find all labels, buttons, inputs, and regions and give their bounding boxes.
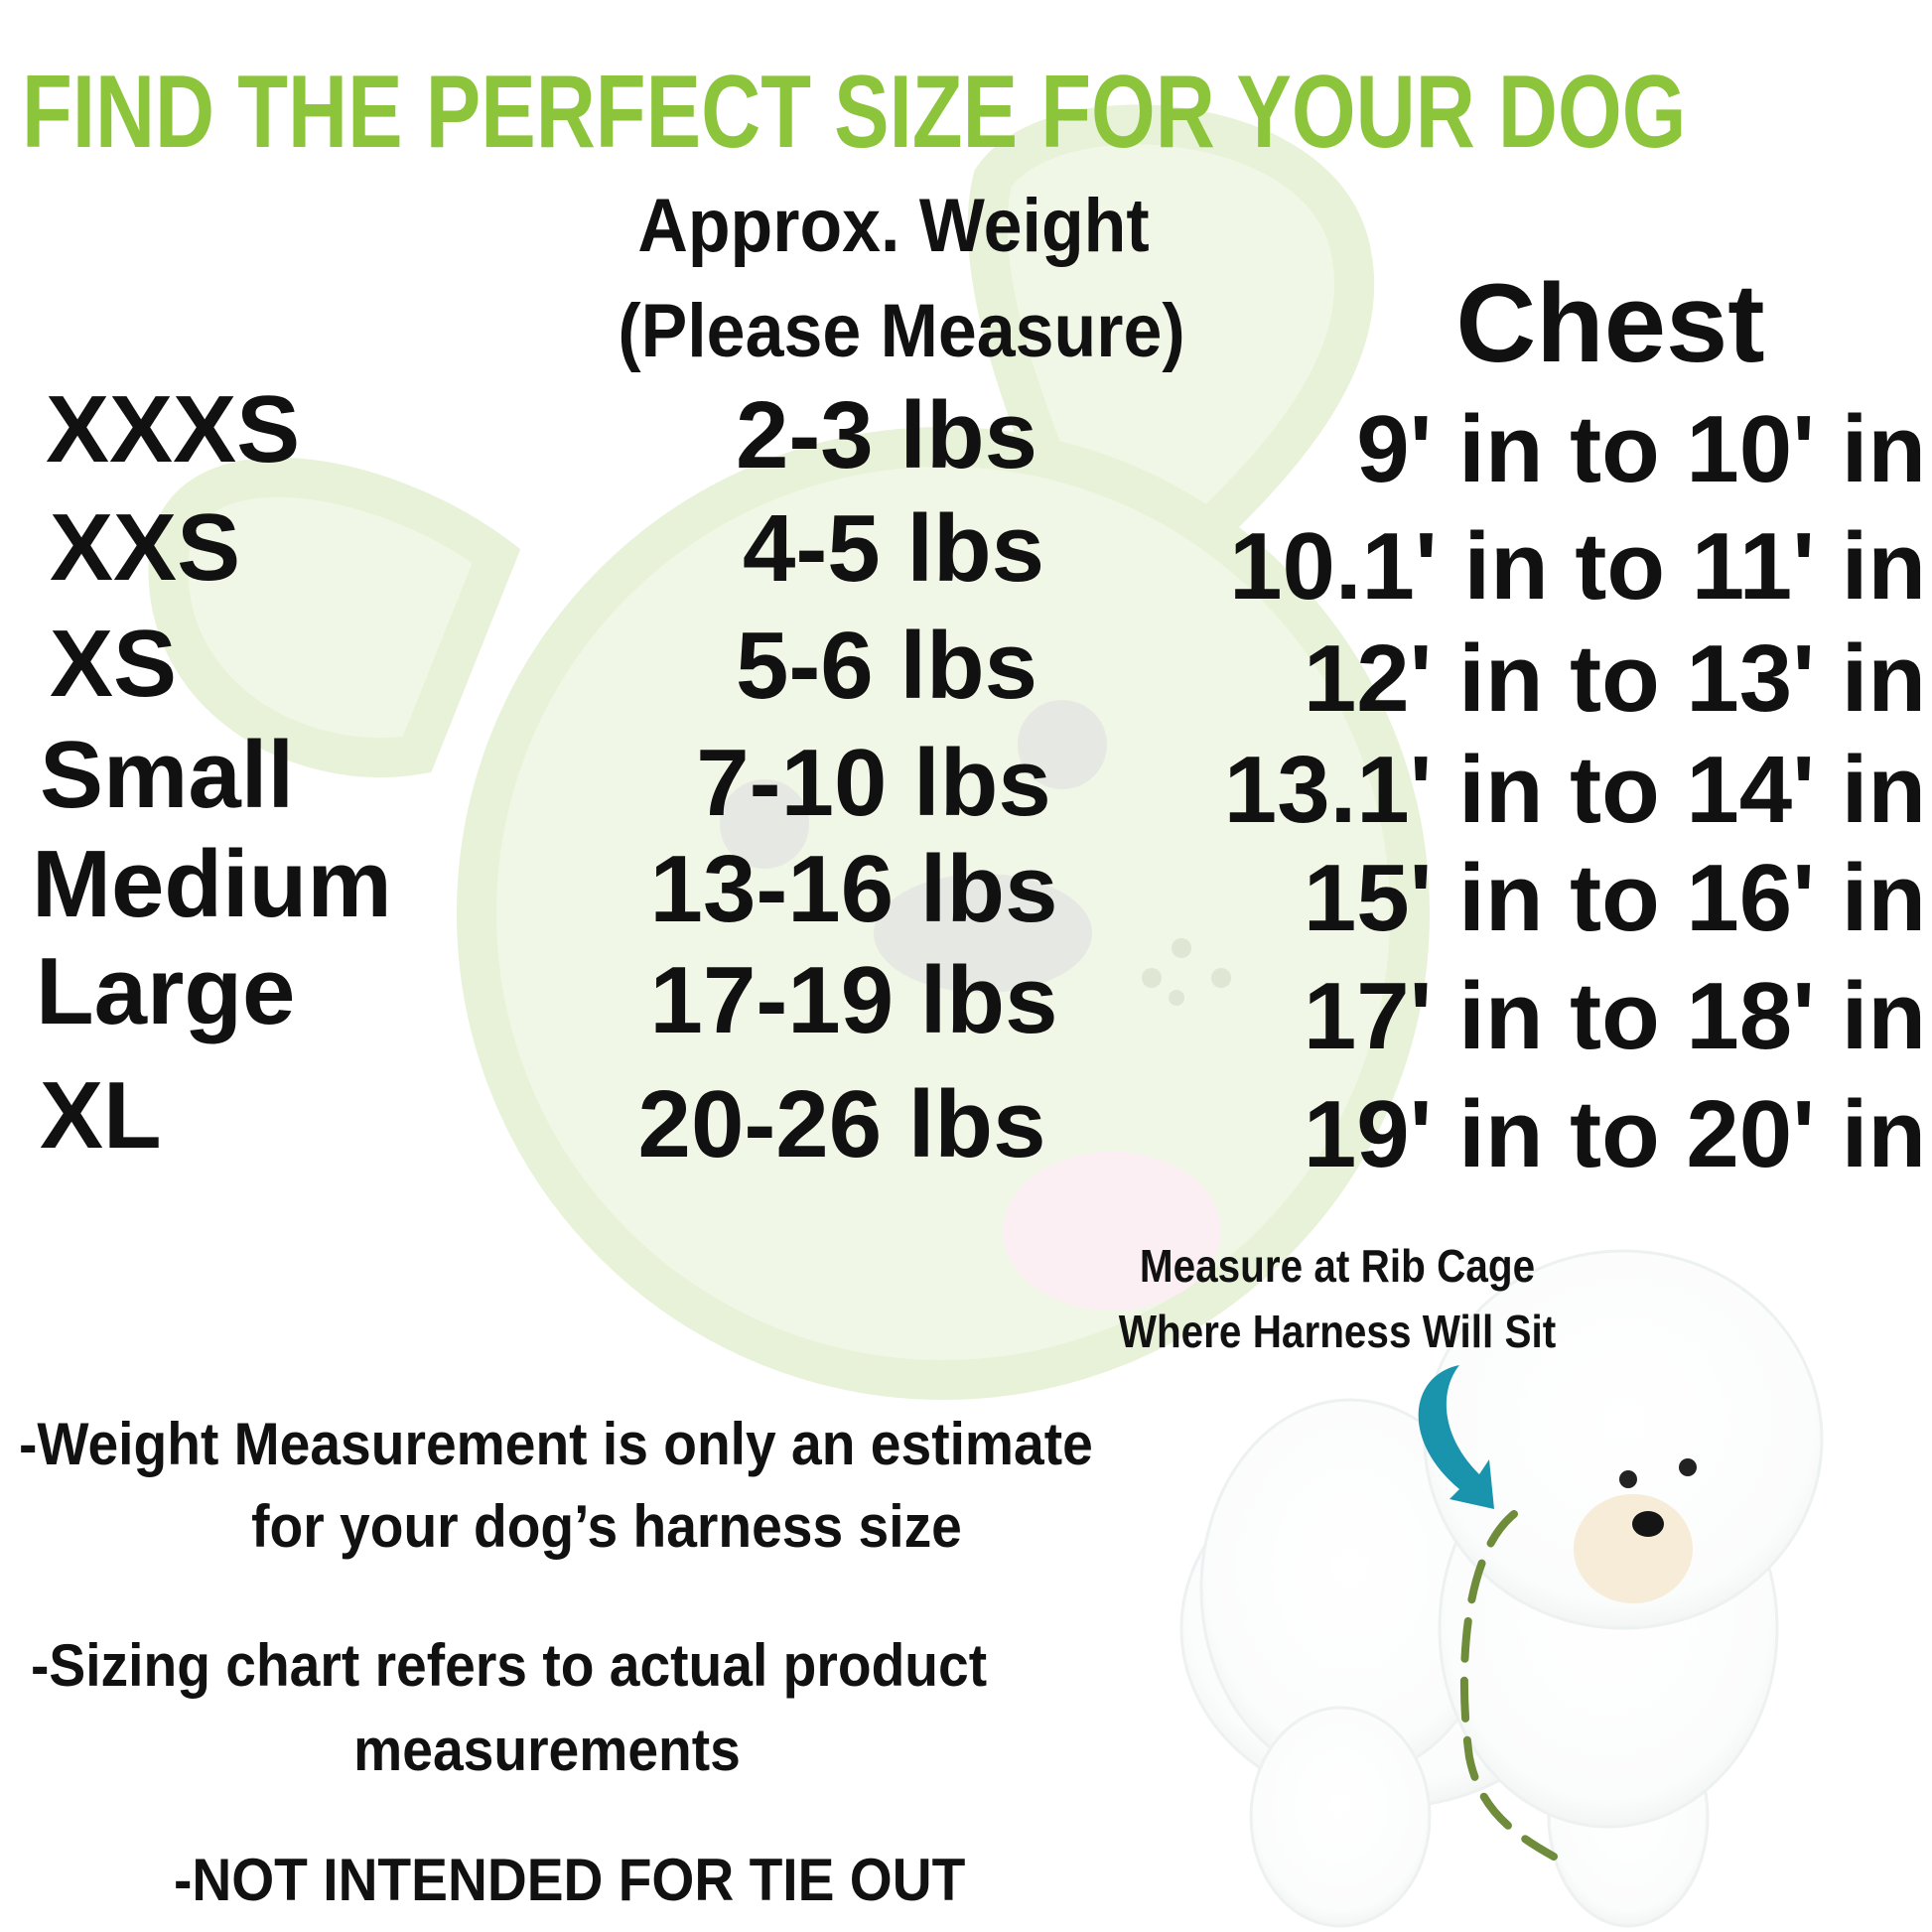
size-label: XXS <box>50 494 241 601</box>
note-weight-line1: -Weight Measurement is only an estimate <box>19 1411 1093 1477</box>
weight-value: 17-19 lbs <box>649 947 1058 1053</box>
note-weight-line2: for your dog’s harness size <box>251 1493 962 1560</box>
chest-value: 12' in to 13' in <box>1303 625 1926 732</box>
measure-caption-line2: Where Harness Will Sit <box>1118 1306 1557 1357</box>
page-title: FIND THE PERFECT SIZE FOR YOUR DOG <box>22 55 1687 170</box>
weight-header-line2: (Please Measure) <box>618 289 1185 373</box>
weight-value: 4-5 lbs <box>742 495 1045 602</box>
weight-value: 5-6 lbs <box>735 613 1038 719</box>
chest-value: 10.1' in to 11' in <box>1229 513 1926 620</box>
chest-value: 19' in to 20' in <box>1303 1081 1926 1187</box>
size-label: XS <box>50 611 178 717</box>
chest-value: 17' in to 18' in <box>1303 963 1926 1069</box>
weight-value: 2-3 lbs <box>735 382 1038 488</box>
size-label: Small <box>40 722 295 828</box>
weight-header-line1: Approx. Weight <box>637 184 1150 268</box>
size-label: XXXS <box>46 376 301 483</box>
chest-header: Chest <box>1455 261 1765 385</box>
note-sizing-line1: -Sizing chart refers to actual product <box>31 1632 988 1699</box>
note-sizing-line2: measurements <box>353 1717 741 1783</box>
weight-value: 20-26 lbs <box>637 1071 1046 1177</box>
size-label: Large <box>36 938 296 1044</box>
chest-value: 15' in to 16' in <box>1303 845 1926 951</box>
weight-value: 13-16 lbs <box>649 836 1058 942</box>
chest-value: 13.1' in to 14' in <box>1223 737 1926 843</box>
weight-value: 7-10 lbs <box>696 730 1051 836</box>
note-tie-out: -NOT INTENDED FOR TIE OUT <box>174 1847 966 1913</box>
size-label: XL <box>40 1062 162 1169</box>
chest-value: 9' in to 10' in <box>1356 396 1926 502</box>
measure-caption-line1: Measure at Rib Cage <box>1139 1240 1536 1292</box>
size-label: Medium <box>32 831 392 937</box>
